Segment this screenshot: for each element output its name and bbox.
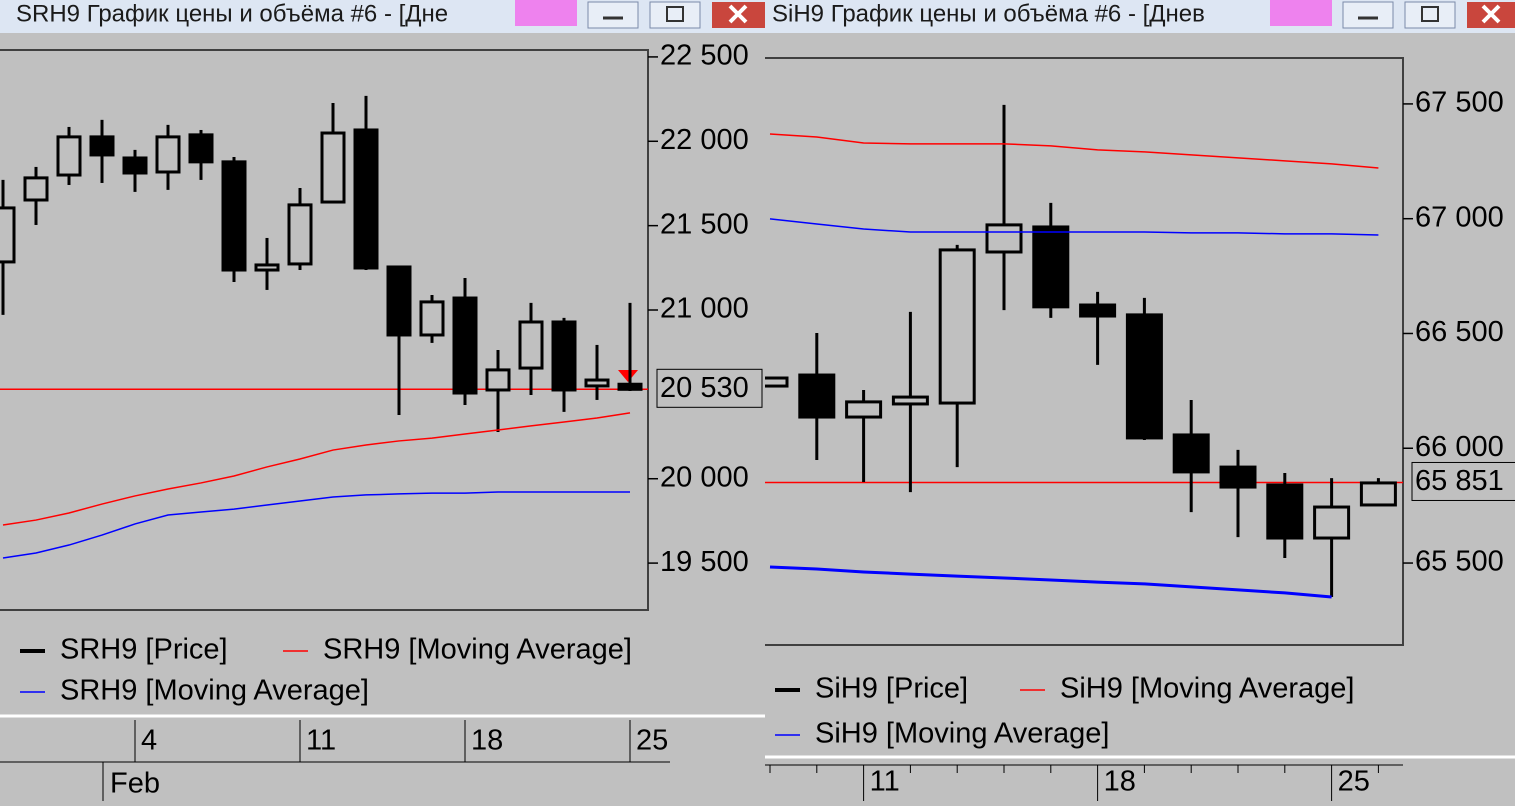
legend-label: SRH9 [Moving Average] [60, 675, 369, 707]
candle-body [1079, 303, 1117, 318]
x-tick-label: 4 [141, 725, 157, 757]
link-button[interactable] [515, 0, 577, 26]
y-tick-label: 22 000 [660, 124, 749, 156]
legend-label: SRH9 [Price] [60, 634, 228, 666]
candle-body [89, 135, 115, 157]
legend-label: SiH9 [Moving Average] [815, 718, 1109, 750]
legend-label: SRH9 [Moving Average] [323, 634, 632, 666]
y-tick-label: 65 500 [1415, 546, 1504, 578]
y-tick-label: 67 500 [1415, 87, 1504, 119]
maximize-button[interactable] [1404, 1, 1456, 29]
candle-body [1032, 225, 1070, 309]
line-series [2, 412, 631, 526]
y-tick-label: 20 000 [660, 461, 749, 493]
candle-body [551, 320, 577, 392]
current-value-box [656, 368, 763, 408]
y-tick-label: 22 500 [660, 40, 749, 72]
candle-body [386, 265, 412, 337]
maximize-button[interactable] [649, 1, 701, 29]
x-tick-label: 11 [306, 725, 336, 757]
minimize-button[interactable] [587, 1, 639, 29]
line-series [769, 218, 1379, 236]
link-button[interactable] [1270, 0, 1332, 26]
minimize-button[interactable] [1342, 1, 1394, 29]
current-value-box [1411, 461, 1515, 501]
plot-frame [765, 57, 1404, 646]
candle-body [617, 382, 643, 391]
x-tick-label: 18 [471, 725, 503, 757]
candle-body [353, 128, 379, 270]
plot [765, 104, 1403, 599]
candle-body [938, 248, 976, 405]
month-label: Feb [110, 768, 160, 800]
candle-body [765, 376, 789, 388]
candle-body [1313, 505, 1351, 540]
close-icon [728, 4, 748, 24]
candle-body [1125, 313, 1163, 440]
x-tick-label: 25 [1338, 766, 1370, 798]
candle-body [485, 368, 511, 392]
legend-label: SiH9 [Price] [815, 673, 968, 705]
y-tick-label: 66 000 [1415, 431, 1504, 463]
candle-body [518, 320, 544, 370]
candle-body [0, 206, 16, 264]
x-tick-label: 25 [636, 725, 668, 757]
candle-body [798, 373, 836, 419]
y-tick-label: 67 000 [1415, 201, 1504, 233]
y-tick-label: 21 000 [660, 293, 749, 325]
candle-body [845, 400, 883, 419]
window-title: SRH9 График цены и объёма #6 - [Дне [16, 0, 448, 27]
candle-body [122, 156, 148, 175]
line-series [769, 133, 1379, 169]
candle-body [891, 395, 929, 406]
plot-frame [0, 49, 649, 611]
window-title: SiH9 График цены и объёма #6 - [Днев [772, 0, 1205, 27]
candle-body [1219, 465, 1257, 489]
candle-body [584, 378, 610, 388]
candle-body [155, 135, 181, 174]
signal-marker [618, 370, 638, 382]
x-tick-label: 18 [1104, 766, 1136, 798]
candle-body [188, 133, 214, 164]
candle-body [1359, 481, 1397, 507]
maximize-icon [666, 6, 684, 22]
plot [0, 95, 648, 559]
candle-body [221, 160, 247, 272]
candle-body [1172, 433, 1210, 474]
candle-body [23, 176, 49, 202]
line-series [2, 491, 630, 559]
maximize-icon [1421, 6, 1439, 22]
current-value-label: 20 530 [660, 372, 749, 404]
candle-body [320, 131, 346, 204]
y-tick-label: 21 500 [660, 208, 749, 240]
y-tick-label: 19 500 [660, 546, 749, 578]
legend-label: SiH9 [Moving Average] [1060, 673, 1354, 705]
candle-body [419, 300, 445, 337]
close-icon [1481, 4, 1501, 24]
candle-body [985, 223, 1023, 254]
current-value-label: 65 851 [1415, 465, 1504, 497]
x-tick-label: 11 [870, 766, 900, 798]
line-series [769, 565, 1332, 599]
candle-body [1266, 483, 1304, 540]
candle-body [287, 203, 313, 266]
candle-body [56, 135, 82, 177]
y-tick-label: 66 500 [1415, 316, 1504, 348]
candle-body [254, 263, 280, 272]
candle-body [452, 296, 478, 395]
